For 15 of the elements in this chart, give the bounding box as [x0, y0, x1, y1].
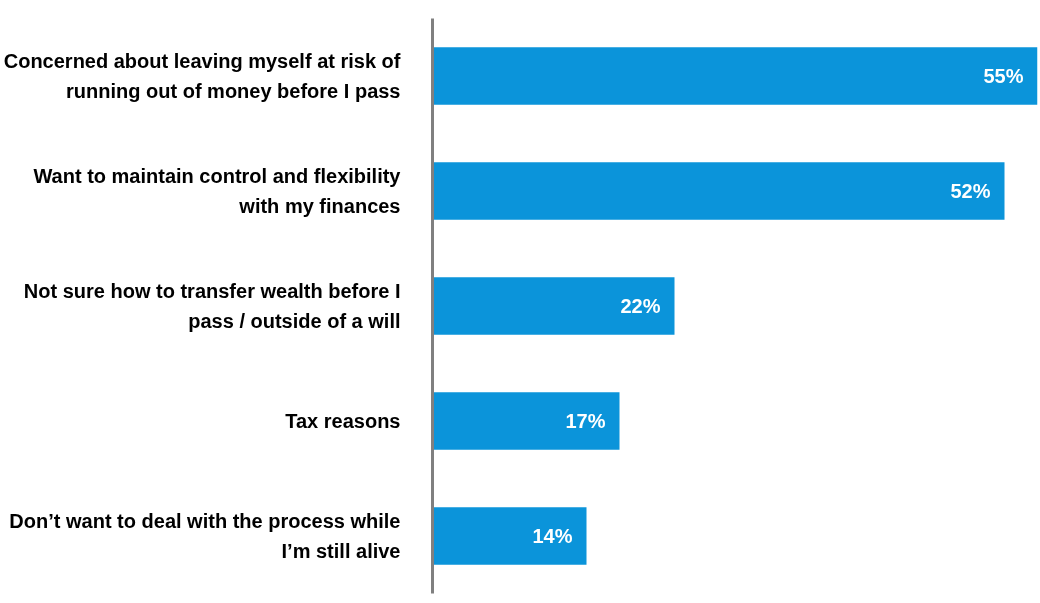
bar: [432, 47, 1038, 105]
bar: [432, 507, 587, 565]
data-label: 14%: [532, 525, 573, 547]
bar: [432, 162, 1005, 220]
data-label: 55%: [983, 65, 1024, 87]
y-tick-label: Concerned about leaving myself at risk of running out of money before I pass: [3, 49, 401, 103]
y-tick-label: Not sure how to transfer wealth before I pass / outside of a will: [23, 279, 401, 333]
y-tick-label: Don’t want to deal with the process while I’m still alive: [9, 509, 401, 563]
data-label: 17%: [565, 410, 606, 432]
data-label: 22%: [620, 295, 661, 317]
y-tick-label: Tax reasons: [285, 410, 401, 432]
y-tick-label: Want to maintain control and flexibility with my finances: [33, 164, 402, 218]
bar: [432, 277, 675, 335]
bar: [432, 392, 620, 450]
data-label: 52%: [950, 180, 991, 202]
